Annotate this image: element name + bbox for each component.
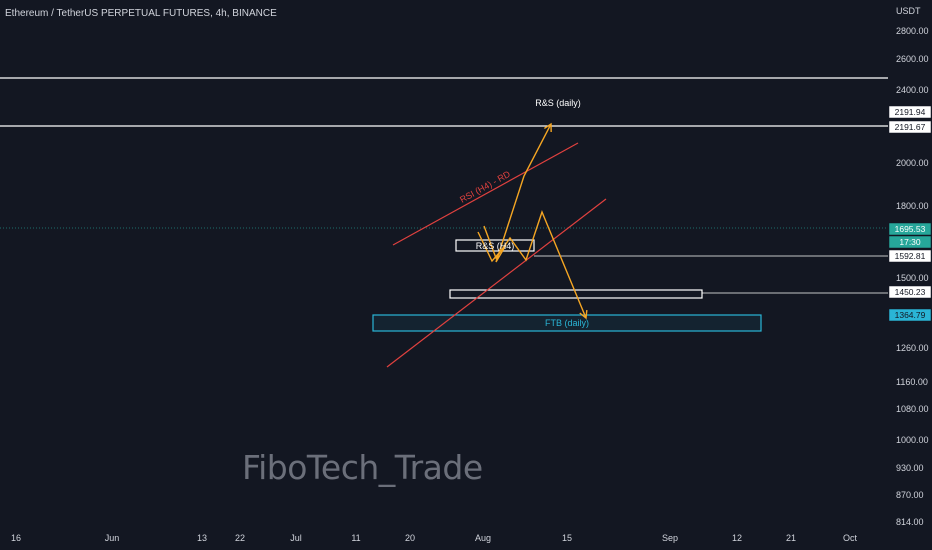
x-tick-label: Oct xyxy=(843,533,858,543)
price-unit-label: USDT xyxy=(896,6,921,16)
x-tick-label: Sep xyxy=(662,533,678,543)
y-tick-label: 930.00 xyxy=(896,463,924,473)
y-tick-label: 870.00 xyxy=(896,490,924,500)
rs-daily-label: R&S (daily) xyxy=(535,98,581,108)
channel-upper-line[interactable] xyxy=(392,142,579,246)
y-tick-label: 2000.00 xyxy=(896,158,929,168)
price-tag-label: 1364.79 xyxy=(895,310,926,320)
y-tick-label: 2600.00 xyxy=(896,54,929,64)
y-tick-label: 1500.00 xyxy=(896,273,929,283)
price-tag xyxy=(888,105,932,119)
price-tag-label: 2191.67 xyxy=(895,122,926,132)
projection-arrowhead-up xyxy=(543,122,552,133)
y-tick-label: 1260.00 xyxy=(896,343,929,353)
price-tag-label: 1592.81 xyxy=(895,251,926,261)
ftb-daily-label: FTB (daily) xyxy=(545,318,589,328)
price-tag-label: 1695.53 xyxy=(895,224,926,234)
price-tag xyxy=(888,120,932,134)
x-tick-label: 12 xyxy=(732,533,742,543)
price-tag-label: 1450.23 xyxy=(895,287,926,297)
y-tick-label: 2400.00 xyxy=(896,85,929,95)
price-tag-label: 17:30 xyxy=(899,237,921,247)
projection-arrow-up[interactable] xyxy=(477,123,552,263)
x-tick-label: Jun xyxy=(105,533,120,543)
support-zone-box[interactable] xyxy=(449,289,703,299)
y-tick-label: 1000.00 xyxy=(896,435,929,445)
x-tick-label: 13 xyxy=(197,533,207,543)
price-tag xyxy=(888,222,932,236)
y-tick-label: 2800.00 xyxy=(896,26,929,36)
x-tick-label: Jul xyxy=(290,533,302,543)
price-tag-label: 2191.94 xyxy=(895,107,926,117)
ftb-zone[interactable] xyxy=(372,314,762,332)
y-tick-label: 1160.00 xyxy=(896,377,928,387)
rs-h4-zone[interactable] xyxy=(455,239,535,252)
rsi-divergence-label: RSI (H4) - RD xyxy=(458,169,512,205)
symbol-title: Ethereum / TetherUS PERPETUAL FUTURES, 4… xyxy=(5,8,277,19)
x-tick-label: 22 xyxy=(235,533,245,543)
price-tag xyxy=(888,308,932,322)
x-tick-label: 15 xyxy=(562,533,572,543)
price-tag xyxy=(888,249,932,263)
channel-lower-line[interactable] xyxy=(386,198,607,368)
x-tick-label: Aug xyxy=(475,533,491,543)
watermark: FiboTech_Trade xyxy=(242,448,483,487)
rs-h4-label: R&S (H4) xyxy=(476,241,515,251)
x-tick-label: 11 xyxy=(351,533,360,543)
y-tick-label: 1800.00 xyxy=(896,201,929,211)
price-tag xyxy=(888,235,932,249)
x-tick-label: 16 xyxy=(11,533,21,543)
projection-arrowhead-down xyxy=(579,309,588,320)
x-tick-label: 20 xyxy=(405,533,415,543)
y-tick-label: 1080.00 xyxy=(896,404,929,414)
y-tick-label: 814.00 xyxy=(896,517,924,527)
projection-arrow-down[interactable] xyxy=(483,210,587,319)
price-tag xyxy=(888,285,932,299)
x-tick-label: 21 xyxy=(786,533,796,543)
